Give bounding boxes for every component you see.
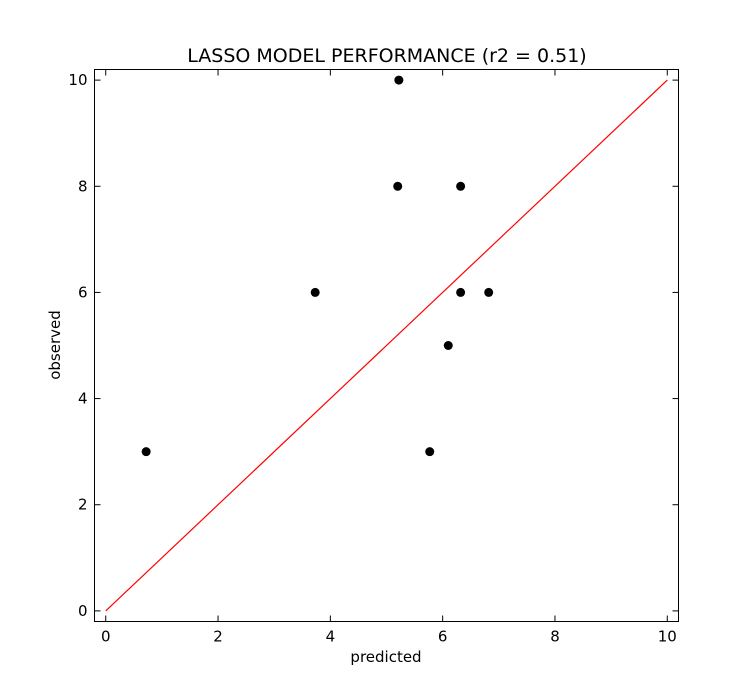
x-tick-label: 0: [101, 628, 111, 646]
x-tick-label: 4: [326, 628, 336, 646]
chart-title: LASSO MODEL PERFORMANCE (r2 = 0.51): [187, 45, 586, 67]
x-tick-label: 6: [438, 628, 448, 646]
x-tick-label: 2: [213, 628, 223, 646]
y-tick-label: 0: [78, 602, 88, 620]
x-tick-label: 8: [550, 628, 560, 646]
plot-area: [94, 69, 679, 622]
identity-line: [105, 79, 668, 612]
data-points: [141, 75, 494, 457]
data-point: [456, 181, 466, 191]
reference-line-group: [105, 79, 668, 612]
y-tick-label: 2: [78, 496, 88, 514]
y-tick-label: 4: [78, 390, 88, 408]
x-tick-label: 10: [658, 628, 677, 646]
data-point: [484, 287, 494, 297]
data-point: [425, 447, 435, 457]
data-point: [310, 287, 320, 297]
data-point: [393, 181, 403, 191]
data-point: [394, 75, 404, 85]
y-tick-label: 6: [78, 283, 88, 301]
x-axis-label: predicted: [350, 648, 421, 666]
data-point: [443, 341, 453, 350]
y-tick-label: 10: [68, 71, 87, 89]
y-axis-label: observed: [46, 310, 64, 380]
data-point: [141, 447, 151, 457]
axis-ticks: 0 2 4 6 8 10 0 2 4 6 8 10: [68, 69, 679, 646]
y-tick-label: 8: [78, 177, 88, 195]
data-point: [456, 287, 466, 297]
